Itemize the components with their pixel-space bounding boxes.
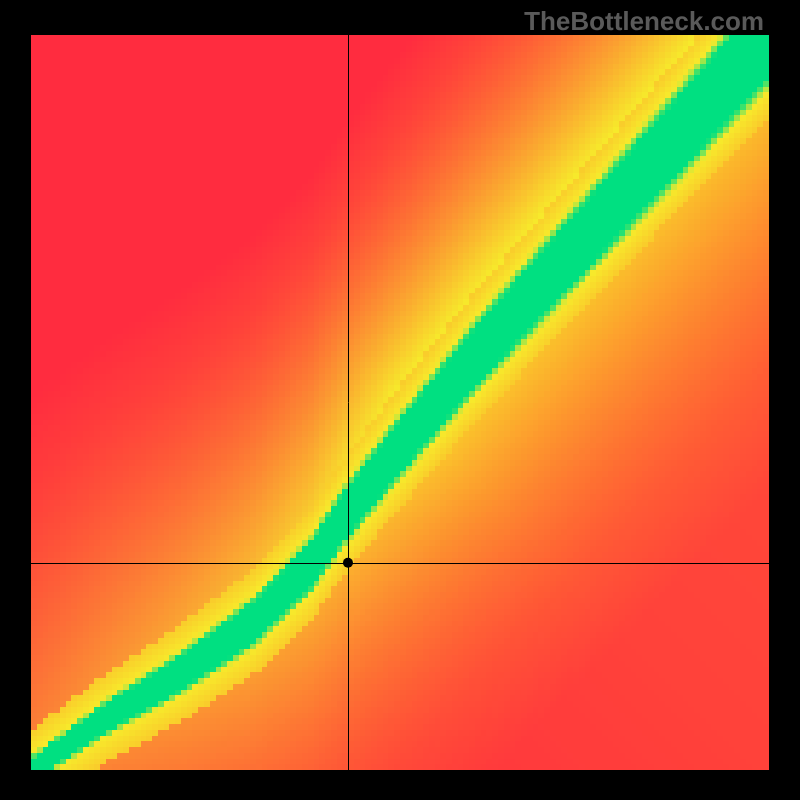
bottleneck-heatmap bbox=[0, 0, 800, 800]
watermark-text: TheBottleneck.com bbox=[524, 6, 764, 37]
chart-container: TheBottleneck.com bbox=[0, 0, 800, 800]
